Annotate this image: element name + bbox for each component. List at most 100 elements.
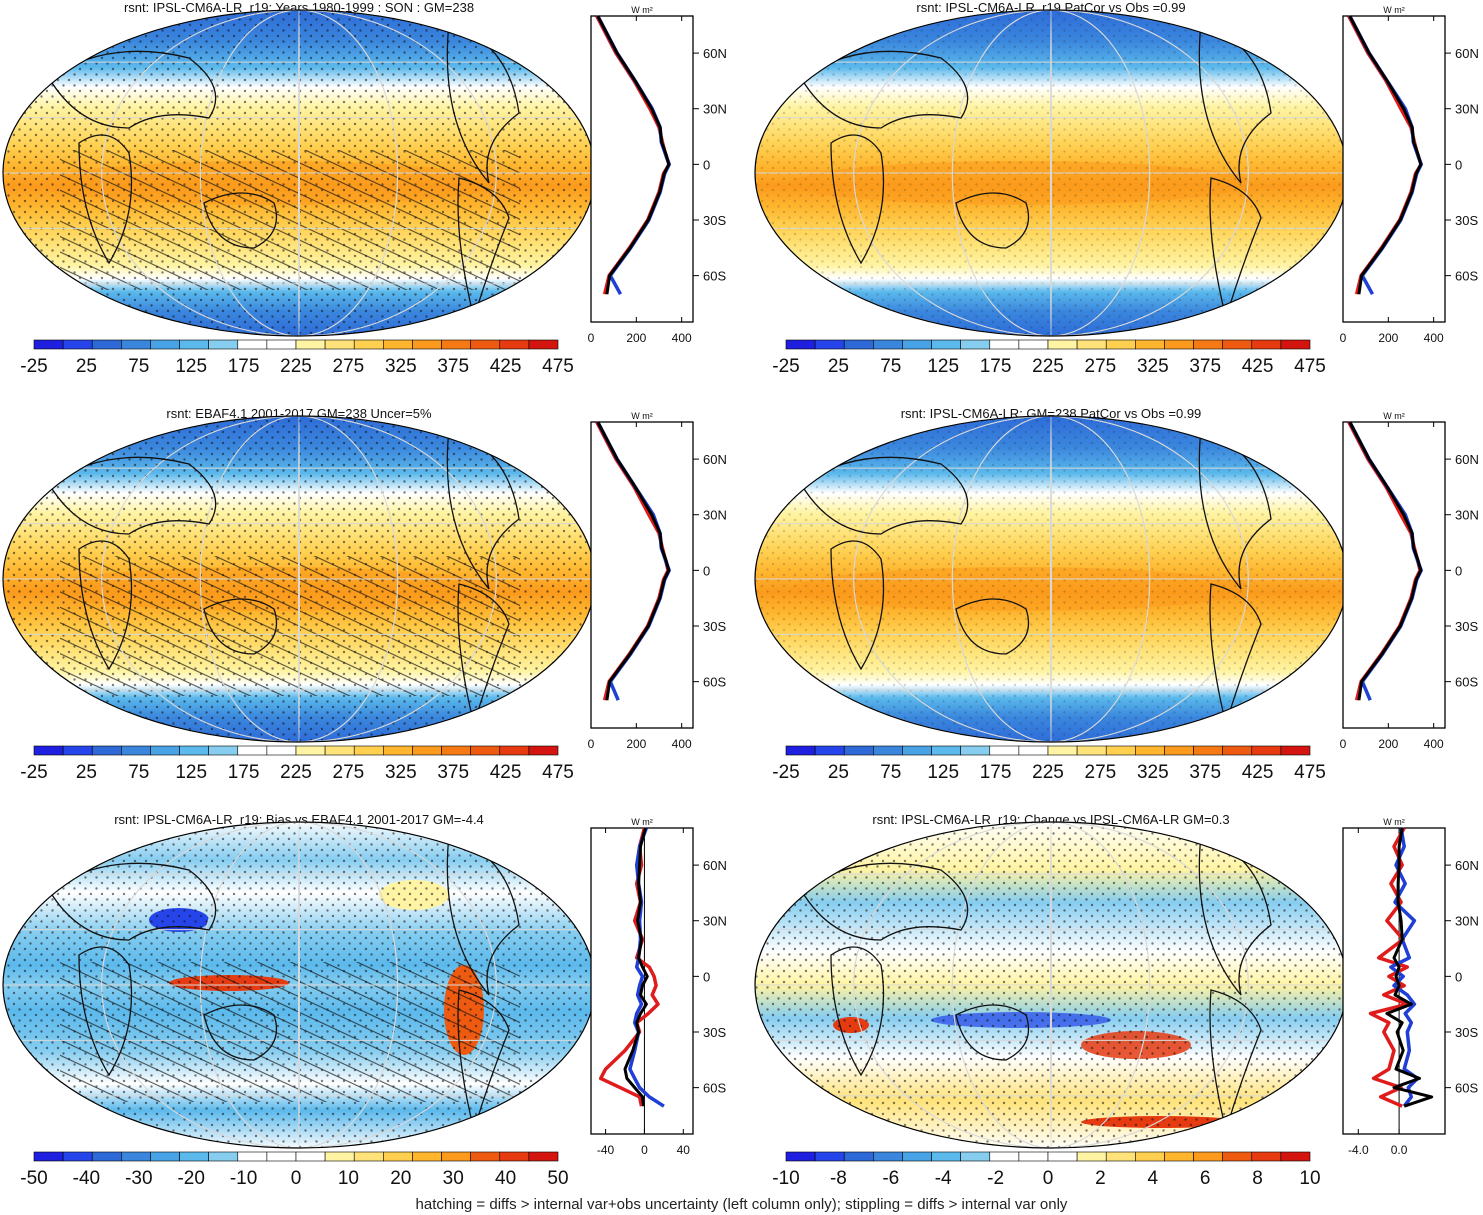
colorbar-tick-label: -10 [230,1168,257,1189]
continent-outline [446,834,520,996]
colorbar-swatch [237,1151,268,1162]
profile-value-label: 40 [677,1143,691,1157]
map-field [755,822,1347,1148]
profile-series-line [1385,827,1434,1108]
colorbar-swatch [902,1151,932,1162]
colorbar-swatch [295,745,326,756]
profile-value-label: 0 [1340,331,1347,345]
profile-lat-label: 60N [1455,452,1479,467]
profile-lat-label: 60N [703,858,727,873]
continent-outline [457,177,510,321]
profile-series-line [1348,421,1423,701]
profile-value-label: -4.0 [1348,1143,1369,1157]
colorbar-tick-label: 0 [291,1168,302,1189]
map-field [3,10,595,336]
colorbar-tick-label: 40 [495,1168,516,1189]
continent-outline [446,22,520,184]
colorbar-swatch [179,1151,209,1162]
colorbar-swatch [150,1151,180,1162]
colorbar-tick-label: -25 [772,356,799,377]
continent-outline [1198,428,1272,590]
colorbar-tick-label: -4 [935,1168,952,1189]
colorbar-tick-label: -25 [20,356,47,377]
colorbar-swatch [121,339,151,350]
colorbar-swatch [785,1151,816,1162]
colorbar-swatch [1222,745,1253,756]
profile-frame [1342,15,1446,323]
colorbar-swatch [91,339,122,350]
colorbar-swatch [237,339,268,350]
colorbar-swatch [785,745,816,756]
colorbar-tick-label: 25 [76,356,97,377]
colorbar-swatch [1105,339,1136,350]
hatching-overlay [60,962,520,1102]
colorbar-swatch [1076,1151,1107,1162]
colorbar-tick-label: 325 [385,762,417,783]
colorbar-swatch [266,1151,297,1162]
colorbar-swatch [353,745,384,756]
colorbar-tick-label: 325 [385,356,417,377]
panel-title: rsnt: IPSL-CM6A-LR_r19: Years 1980-1999 … [124,0,474,15]
hatching-overlay [60,150,520,290]
colorbar-swatch [931,745,961,756]
colorbar-swatch [989,1151,1020,1162]
profile-lat-label: 0 [703,969,710,984]
colorbar-swatch [208,1151,239,1162]
profile-value-label: 200 [1378,737,1398,751]
continent-outline [203,598,278,655]
profile-lat-label: 30S [1455,1025,1478,1040]
colorbar-tick-label: -25 [20,762,47,783]
continent-outline [1209,583,1262,727]
colorbar-swatch [1018,339,1049,350]
profile-lat-label: 60S [703,269,726,284]
colorbar-tick-label: 175 [980,762,1012,783]
profile-lat-label: 0 [703,563,710,578]
map-field [3,822,595,1148]
continent-outline [830,946,885,1077]
colorbar-tick-label: 125 [175,762,207,783]
colorbar-tick-label: 25 [76,762,97,783]
colorbar-tick-label: 20 [390,1168,411,1189]
colorbar-tick-label: 6 [1200,1168,1211,1189]
colorbar-swatch [295,339,326,350]
colorbar-swatch [1105,745,1136,756]
profile-lat-label: 30S [703,213,726,228]
colorbar-swatch [383,745,413,756]
continent-outline [48,50,217,129]
colorbar-tick-label: -25 [772,762,799,783]
chart-panel: rsnt: IPSL-CM6A-LR_r19: Bias vs EBAF4.1 … [2,812,727,1189]
continent-outline [1198,834,1272,996]
colorbar-tick-label: -10 [772,1168,799,1189]
profile-value-label: 200 [626,331,646,345]
colorbar-swatch [266,339,297,350]
colorbar-tick-label: 275 [1085,762,1117,783]
colorbar-swatch [1164,1151,1194,1162]
colorbar-swatch [470,745,501,756]
colorbar-tick-label: 125 [175,356,207,377]
colorbar-swatch [814,339,845,350]
colorbar-swatch [960,339,991,350]
profile-lat-label: 60N [703,452,727,467]
colorbar-swatch [1280,339,1311,350]
colorbar-swatch [843,1151,874,1162]
colorbar-swatch [843,745,874,756]
profile-value-label: 0.0 [1391,1143,1408,1157]
colorbar-swatch [412,1151,442,1162]
colorbar-tick-label: 4 [1148,1168,1159,1189]
colorbar-tick-label: -8 [830,1168,847,1189]
colorbar-swatch [1135,1151,1165,1162]
profile-lat-label: 0 [1455,563,1462,578]
chart-panel: rsnt: IPSL-CM6A-LR: GM=238 PatCor vs Obs… [754,406,1479,783]
colorbar-swatch [528,1151,559,1162]
profile-lat-label: 60N [1455,858,1479,873]
chart-panel: rsnt: IPSL-CM6A-LR_r19: Years 1980-1999 … [2,0,727,377]
colorbar-tick-label: 375 [1189,356,1221,377]
profile-lat-label: 60S [703,675,726,690]
colorbar-tick-label: 275 [333,356,365,377]
colorbar-swatch [179,745,209,756]
profile-lat-label: 60S [1455,1081,1478,1096]
profile-value-label: 200 [626,737,646,751]
colorbar-tick-label: 375 [437,762,469,783]
profile-lat-label: 0 [703,157,710,172]
